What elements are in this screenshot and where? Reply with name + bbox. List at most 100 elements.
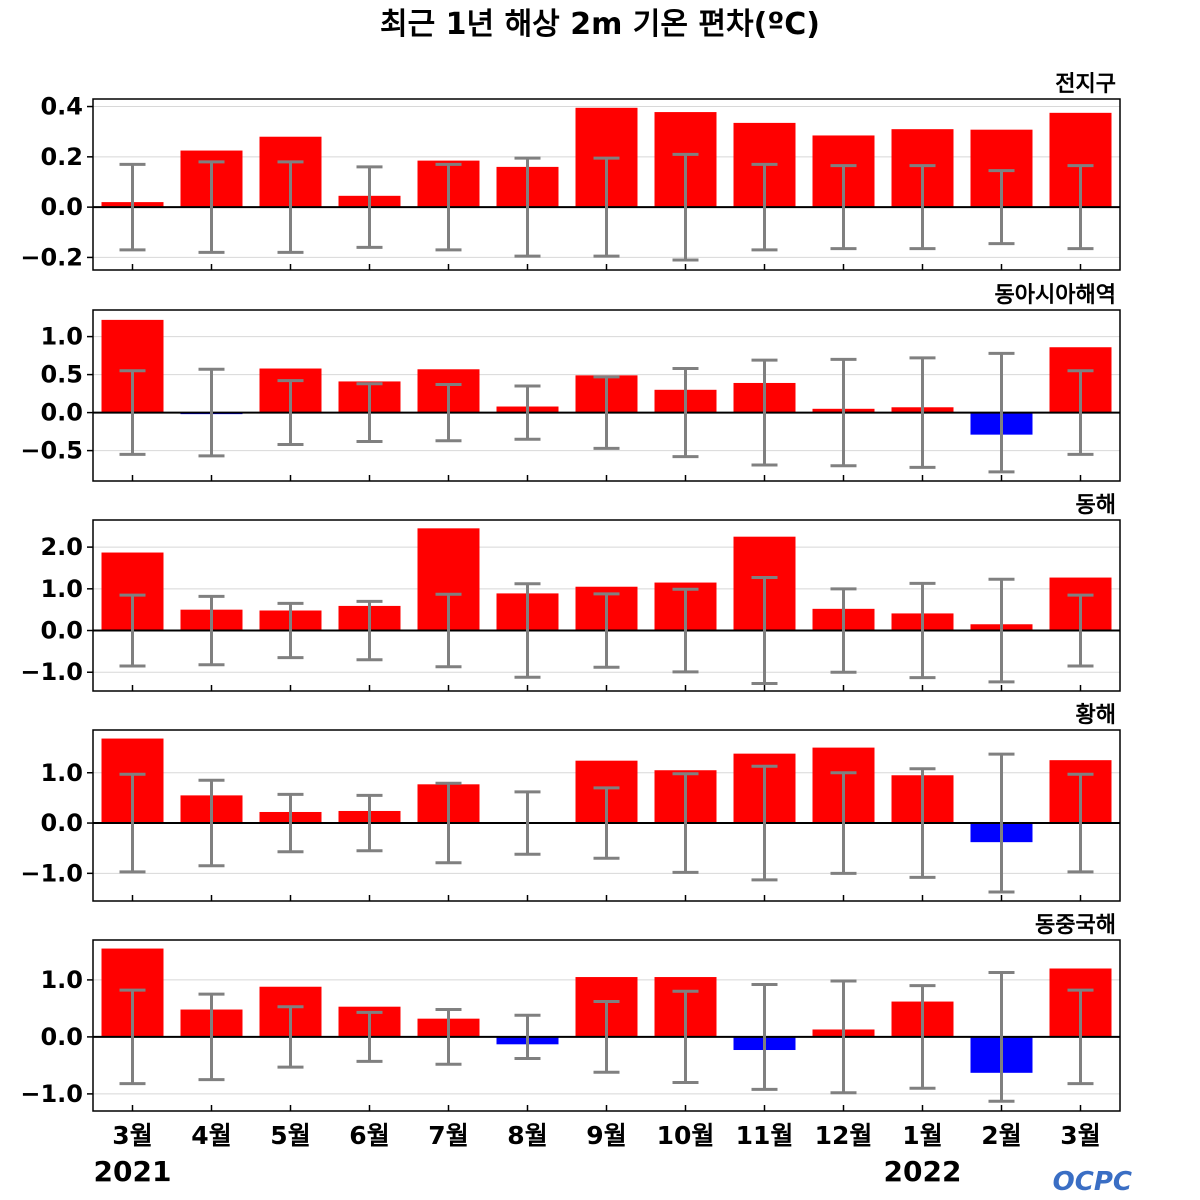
x-tick-label: 4월 (191, 1121, 231, 1150)
y-tick-label: 0.2 (40, 143, 83, 171)
x-tick-label: 9월 (586, 1121, 626, 1150)
error-bar (435, 1008, 462, 1066)
year-label: 2021 (94, 1155, 172, 1188)
y-tick-label: −1.0 (20, 658, 83, 686)
error-bar (1067, 988, 1094, 1086)
error-bar (435, 162, 462, 252)
error-bar (198, 778, 225, 868)
error-bar (751, 576, 778, 685)
error-bar (909, 581, 936, 680)
error-bar (1067, 369, 1094, 456)
error-bar (435, 382, 462, 443)
error-bar (909, 164, 936, 251)
x-tick-label: 1월 (902, 1121, 942, 1150)
error-bar (830, 587, 857, 674)
x-tick-label: 11월 (736, 1121, 794, 1150)
error-bar (751, 162, 778, 252)
x-axis: 3월 4월 5월 6월 7월 8월 9월 10월 11월 12월 1월 2월 3월 2021 2022 (94, 1121, 1101, 1188)
error-bar (988, 169, 1015, 246)
error-bar (119, 369, 146, 456)
y-tick-label: 0.0 (40, 193, 83, 221)
error-bar (1067, 593, 1094, 668)
panel-title: 동아시아해역 (995, 283, 1116, 308)
panel-5: 동중국해 −1.0 0.0 1.0 (20, 913, 1121, 1112)
x-tick-label: 12월 (815, 1121, 873, 1150)
error-bar (277, 379, 304, 447)
y-tick-label: 0.0 (40, 809, 83, 837)
y-tick-label: −0.5 (20, 437, 83, 465)
error-bar (593, 1000, 620, 1074)
y-tick-label: −1.0 (20, 1080, 83, 1108)
error-bar (198, 992, 225, 1082)
error-bar (277, 1005, 304, 1069)
error-bar (277, 601, 304, 660)
error-bar (593, 375, 620, 450)
error-bar (593, 786, 620, 860)
x-tick-label: 2월 (981, 1121, 1021, 1150)
error-bar (435, 592, 462, 669)
ocpc-logo: OCPC (1053, 1167, 1132, 1197)
error-bar (988, 351, 1015, 474)
y-tick-label: 2.0 (40, 533, 83, 561)
y-tick-label: 0.0 (40, 617, 83, 645)
error-bar (514, 384, 541, 441)
error-bar (119, 162, 146, 252)
error-bar (356, 382, 383, 443)
error-bar (198, 160, 225, 254)
y-tick-label: 1.0 (40, 759, 83, 787)
x-tick-label: 10월 (657, 1121, 715, 1150)
error-bar (751, 358, 778, 467)
x-tick-label: 5월 (270, 1121, 310, 1150)
x-tick-label: 7월 (428, 1121, 468, 1150)
y-tick-label: 0.5 (40, 361, 83, 389)
error-bar (830, 164, 857, 251)
error-bar (119, 772, 146, 874)
error-bar (356, 599, 383, 662)
error-bar (514, 156, 541, 258)
error-bar (356, 793, 383, 853)
y-tick-label: 1.0 (40, 323, 83, 351)
y-tick-label: −1.0 (20, 859, 83, 887)
error-bar (988, 577, 1015, 684)
panel-title: 황해 (1076, 703, 1116, 728)
error-bar (830, 357, 857, 468)
y-tick-label: 0.0 (40, 1023, 83, 1051)
error-bar (593, 592, 620, 669)
panel-2: 동아시아해역 −0.5 0.0 0.5 1.0 (20, 283, 1121, 482)
error-bar (356, 165, 383, 249)
error-bar (277, 160, 304, 254)
error-bar (672, 989, 699, 1084)
error-bar (198, 594, 225, 667)
error-bar (909, 356, 936, 469)
y-tick-label: 1.0 (40, 575, 83, 603)
panel-title: 전지구 (1055, 72, 1116, 97)
error-bar (672, 152, 699, 262)
error-bar (672, 587, 699, 674)
error-bar (119, 593, 146, 668)
error-bar (198, 367, 225, 458)
y-tick-label: 0.0 (40, 399, 83, 427)
y-tick-label: −0.2 (20, 243, 83, 271)
error-bar (356, 1010, 383, 1063)
error-bar (672, 772, 699, 874)
panels: 전지구 −0.2 0.0 0.2 0.4 동아시아해역 −0.5 0.0 0.5 1.0 동해 −1.… (20, 72, 1121, 1112)
error-bar (909, 767, 936, 879)
error-bar (514, 1013, 541, 1061)
error-bar (751, 764, 778, 882)
error-bar (909, 984, 936, 1090)
panel-1: 전지구 −0.2 0.0 0.2 0.4 (20, 72, 1121, 271)
year-label: 2022 (884, 1155, 962, 1188)
error-bar (119, 988, 146, 1086)
x-tick-label: 8월 (507, 1121, 547, 1150)
x-tick-label: 6월 (349, 1121, 389, 1150)
error-bar (514, 582, 541, 679)
error-bar (988, 752, 1015, 894)
error-bar (988, 970, 1015, 1103)
error-bar (435, 781, 462, 865)
error-bar (514, 790, 541, 856)
panel-4: 황해 −1.0 0.0 1.0 (20, 703, 1121, 902)
y-tick-label: 0.4 (40, 93, 83, 121)
error-bar (593, 156, 620, 258)
error-bar (830, 771, 857, 875)
